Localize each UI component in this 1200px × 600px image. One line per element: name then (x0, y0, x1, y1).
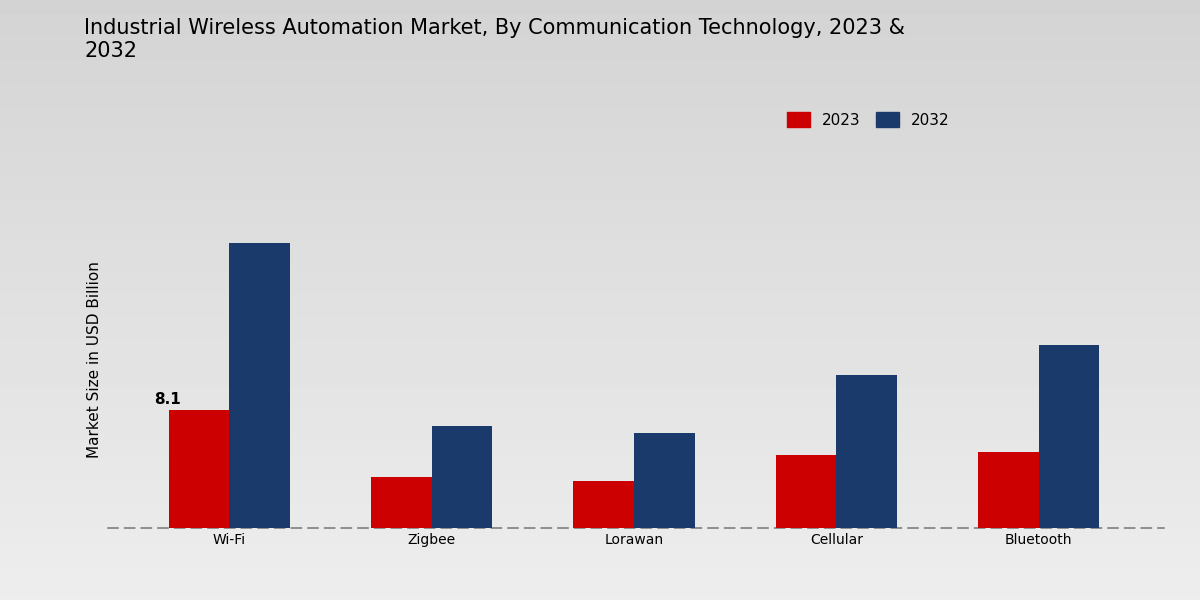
Bar (432, 426, 492, 528)
Bar (836, 374, 896, 528)
Bar (229, 243, 290, 528)
Bar (634, 433, 695, 528)
Bar (1038, 346, 1099, 528)
Y-axis label: Market Size in USD Billion: Market Size in USD Billion (88, 262, 102, 458)
Bar (371, 477, 432, 528)
Bar (574, 481, 634, 528)
Bar (169, 410, 229, 528)
Text: Industrial Wireless Automation Market, By Communication Technology, 2023 &
2032: Industrial Wireless Automation Market, B… (84, 18, 905, 61)
Text: 8.1: 8.1 (155, 392, 181, 407)
Bar (775, 455, 836, 528)
Bar (978, 452, 1038, 528)
Legend: 2023, 2032: 2023, 2032 (781, 106, 956, 134)
